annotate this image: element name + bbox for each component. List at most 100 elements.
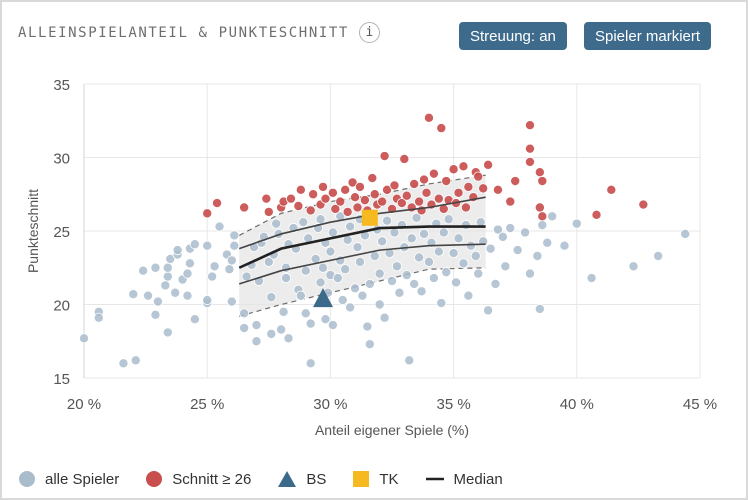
point-high[interactable] [389, 180, 400, 191]
point-all[interactable] [266, 292, 277, 303]
point-all[interactable] [416, 286, 427, 297]
point-all[interactable] [263, 256, 274, 267]
point-high[interactable] [441, 176, 452, 187]
point-all[interactable] [271, 218, 282, 229]
point-all[interactable] [172, 245, 183, 256]
point-high[interactable] [419, 174, 430, 185]
point-all[interactable] [305, 358, 316, 369]
point-all[interactable] [542, 237, 553, 248]
point-all[interactable] [298, 217, 309, 228]
point-all[interactable] [315, 277, 326, 288]
point-all[interactable] [320, 314, 331, 325]
point-high[interactable] [263, 206, 274, 217]
point-all[interactable] [505, 223, 516, 234]
legend-item-high[interactable]: Schnitt ≥ 26 [145, 470, 251, 488]
point-all[interactable] [350, 283, 361, 294]
point-all[interactable] [441, 267, 452, 278]
point-all[interactable] [364, 278, 375, 289]
point-high[interactable] [382, 184, 393, 195]
legend-item-all[interactable]: alle Spieler [18, 470, 119, 488]
point-high[interactable] [591, 209, 602, 220]
point-all[interactable] [483, 305, 494, 316]
point-high[interactable] [320, 193, 331, 204]
point-high[interactable] [354, 181, 365, 192]
point-high[interactable] [453, 187, 464, 198]
point-high[interactable] [478, 183, 489, 194]
point-all[interactable] [490, 278, 501, 289]
point-high[interactable] [423, 112, 434, 123]
point-all[interactable] [537, 220, 548, 231]
point-all[interactable] [300, 308, 311, 319]
point-all[interactable] [460, 220, 471, 231]
point-high[interactable] [293, 201, 304, 212]
point-all[interactable] [189, 239, 200, 250]
point-all[interactable] [374, 268, 385, 279]
point-high[interactable] [510, 176, 521, 187]
point-all[interactable] [680, 228, 691, 239]
point-high[interactable] [524, 143, 535, 154]
point-all[interactable] [512, 245, 523, 256]
point-all[interactable] [239, 308, 250, 319]
point-high[interactable] [463, 181, 474, 192]
marker-bs[interactable] [313, 288, 334, 308]
point-high[interactable] [261, 193, 272, 204]
spieler-markiert-button[interactable]: Spieler markiert [584, 22, 712, 50]
point-high[interactable] [534, 167, 545, 178]
point-all[interactable] [386, 275, 397, 286]
point-high[interactable] [347, 177, 358, 188]
point-high[interactable] [202, 208, 213, 219]
point-all[interactable] [524, 268, 535, 279]
point-all[interactable] [345, 302, 356, 313]
point-all[interactable] [559, 240, 570, 251]
point-high[interactable] [436, 123, 447, 134]
point-high[interactable] [534, 202, 545, 213]
point-all[interactable] [354, 256, 365, 267]
point-high[interactable] [239, 202, 250, 213]
point-high[interactable] [377, 196, 388, 207]
point-all[interactable] [160, 280, 171, 291]
point-all[interactable] [362, 321, 373, 332]
point-all[interactable] [224, 264, 235, 275]
point-all[interactable] [202, 240, 213, 251]
point-all[interactable] [300, 265, 311, 276]
point-all[interactable] [276, 324, 287, 335]
point-all[interactable] [315, 214, 326, 225]
point-all[interactable] [409, 278, 420, 289]
point-high[interactable] [399, 153, 410, 164]
point-all[interactable] [404, 355, 415, 366]
point-all[interactable] [465, 240, 476, 251]
point-all[interactable] [653, 250, 664, 261]
point-high[interactable] [352, 202, 363, 213]
point-high[interactable] [492, 184, 503, 195]
point-all[interactable] [327, 227, 338, 238]
point-all[interactable] [428, 273, 439, 284]
point-all[interactable] [419, 228, 430, 239]
point-all[interactable] [150, 262, 161, 273]
point-high[interactable] [379, 151, 390, 162]
point-all[interactable] [340, 264, 351, 275]
point-high[interactable] [308, 189, 319, 200]
point-all[interactable] [364, 339, 375, 350]
point-all[interactable] [214, 221, 225, 232]
point-high[interactable] [295, 184, 306, 195]
point-all[interactable] [443, 214, 454, 225]
point-all[interactable] [152, 296, 163, 307]
point-all[interactable] [162, 327, 173, 338]
info-icon[interactable]: i [358, 22, 380, 43]
point-all[interactable] [451, 277, 462, 288]
point-high[interactable] [524, 120, 535, 131]
point-high[interactable] [428, 168, 439, 179]
legend-item-median[interactable]: Median [425, 470, 503, 488]
point-all[interactable] [118, 358, 129, 369]
point-high[interactable] [458, 161, 469, 172]
point-all[interactable] [202, 295, 213, 306]
legend-item-tk[interactable]: TK [352, 470, 399, 488]
point-high[interactable] [330, 203, 341, 214]
point-all[interactable] [470, 250, 481, 261]
point-all[interactable] [628, 261, 639, 272]
point-all[interactable] [473, 268, 484, 279]
point-all[interactable] [485, 243, 496, 254]
point-all[interactable] [391, 261, 402, 272]
point-all[interactable] [458, 258, 469, 269]
point-all[interactable] [295, 290, 306, 301]
